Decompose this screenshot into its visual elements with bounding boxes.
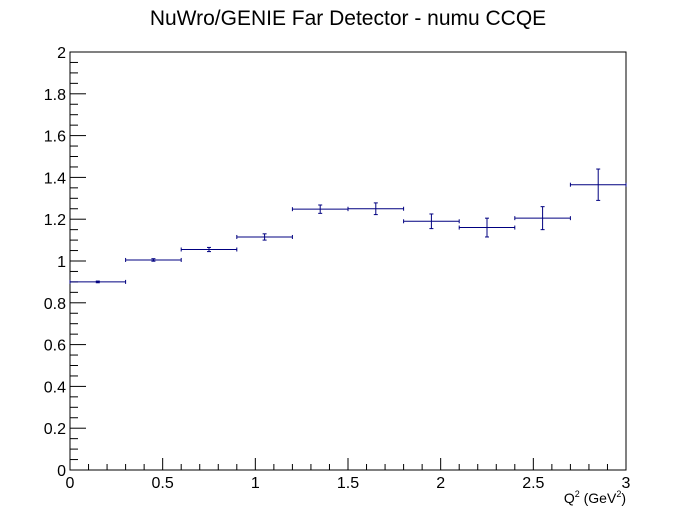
y-tick-label: 2: [57, 45, 66, 62]
y-tick-label: 0.6: [44, 338, 66, 355]
x-tick-label: 3: [622, 475, 631, 492]
y-tick-label: 1.2: [44, 212, 66, 229]
x-axis: 0 0.5 1 1.5 2 2.5 3: [66, 458, 631, 492]
x-axis-label-sup: 2: [575, 489, 580, 499]
data-point: [458, 217, 516, 238]
data-point: [291, 204, 349, 214]
data-point: [125, 257, 182, 262]
x-axis-label-base: Q: [564, 490, 575, 506]
x-axis-label-unit: (GeV: [580, 490, 617, 506]
data-point: [514, 206, 571, 231]
x-axis-label-unit-sup: 2: [616, 489, 621, 499]
data-point: [180, 246, 238, 253]
y-tick-label: 0.4: [44, 379, 66, 396]
y-tick-label: 1.4: [44, 170, 66, 187]
data-point: [347, 202, 405, 216]
x-tick-label: 1: [251, 475, 260, 492]
y-tick-label: 0: [57, 463, 66, 480]
data-point: [569, 168, 627, 201]
x-tick-label: 0.5: [152, 475, 174, 492]
y-tick-label: 1.6: [44, 129, 66, 146]
data-point: [236, 233, 293, 241]
y-tick-label: 1: [57, 254, 66, 271]
data-point: [403, 213, 460, 230]
chart-title: NuWro/GENIE Far Detector - numu CCQE: [150, 7, 546, 30]
y-tick-label: 0.2: [44, 421, 66, 438]
x-tick-label: 2: [436, 475, 445, 492]
y-tick-label: 1.8: [44, 87, 66, 104]
data-points: [69, 168, 627, 284]
x-axis-label: Q2 (GeV2): [564, 489, 626, 506]
y-axis: 0 0.2 0.4 0.6 0.8 1 1.2 1.4 1.6 1.8 2: [44, 45, 86, 480]
x-tick-label: 2.5: [522, 475, 544, 492]
x-tick-label: 1.5: [337, 475, 359, 492]
y-tick-label: 0.8: [44, 296, 66, 313]
x-tick-label: 0: [66, 475, 75, 492]
x-axis-label-end: ): [621, 490, 626, 506]
data-point: [69, 279, 127, 284]
